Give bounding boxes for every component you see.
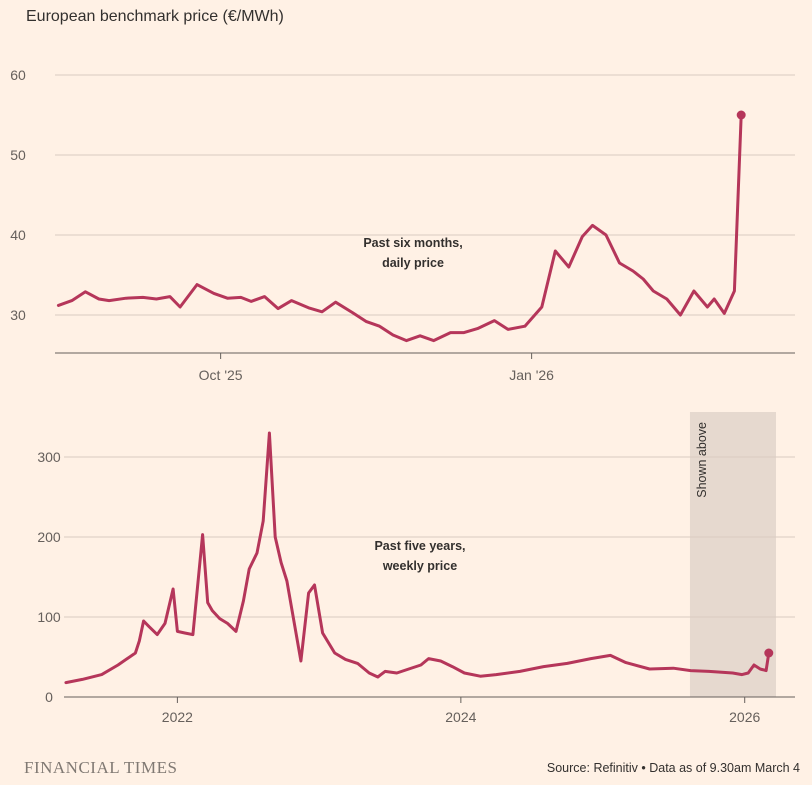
- x-tick-label: 2024: [445, 709, 476, 725]
- y-tick-label: 0: [45, 689, 53, 705]
- x-tick-label: Oct '25: [199, 367, 243, 383]
- y-tick-label: 50: [10, 147, 26, 163]
- y-tick-label: 300: [37, 449, 61, 465]
- latest-price-dot: [736, 110, 746, 120]
- x-tick-label: 2022: [162, 709, 193, 725]
- band-label: Shown above: [695, 422, 709, 498]
- x-tick-label: Jan '26: [509, 367, 554, 383]
- y-tick-label: 30: [10, 307, 26, 323]
- y-tick-label: 100: [37, 609, 61, 625]
- chart-title: European benchmark price (€/MWh): [26, 8, 284, 25]
- y-tick-label: 40: [10, 227, 26, 243]
- chart-annotation: daily price: [382, 256, 444, 270]
- y-tick-label: 60: [10, 67, 26, 83]
- shown-above-band: [689, 412, 776, 697]
- y-tick-label: 200: [37, 529, 61, 545]
- chart-annotation: Past six months,: [363, 236, 462, 250]
- latest-price-dot: [764, 648, 774, 658]
- source-note: Source: Refinitiv • Data as of 9.30am Ma…: [546, 761, 800, 775]
- chart-annotation: weekly price: [382, 559, 457, 573]
- six-month-panel: 30 40 50 60 Oct '25 Jan '26 Past six months, da…: [10, 67, 795, 383]
- five-year-panel: Shown above 0 100 200 300 2022 2024 2026 Past fi…: [37, 412, 795, 725]
- price-line: [56, 113, 743, 343]
- price-line: [64, 431, 771, 685]
- financial-times-logo: FINANCIAL TIMES: [24, 758, 178, 777]
- x-tick-label: 2026: [729, 709, 760, 725]
- chart-annotation: Past five years,: [374, 539, 465, 553]
